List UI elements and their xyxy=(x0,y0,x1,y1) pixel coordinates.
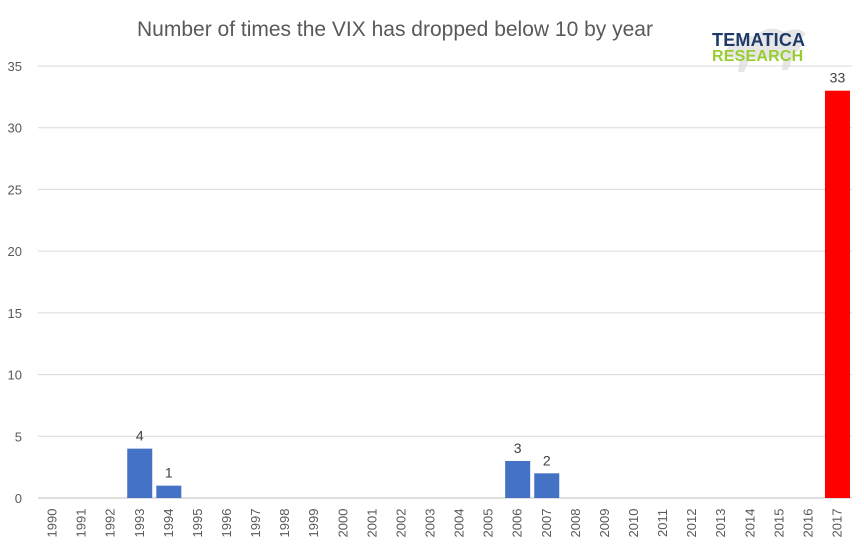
y-tick-label: 35 xyxy=(8,59,22,74)
x-tick-label: 2011 xyxy=(655,509,670,537)
bull-icon xyxy=(724,28,806,72)
y-tick-label: 30 xyxy=(8,121,22,136)
x-tick-label: 2007 xyxy=(539,509,554,538)
x-tick-label: 1990 xyxy=(45,509,60,538)
x-tick-label: 1991 xyxy=(74,509,89,538)
x-tick-label: 1992 xyxy=(103,509,118,538)
y-axis-ticks: 0 5 10 15 20 25 30 35 xyxy=(8,59,22,506)
x-tick-label: 2002 xyxy=(393,509,408,538)
data-label-1994: 1 xyxy=(165,465,173,481)
x-tick-label: 2000 xyxy=(335,509,350,538)
x-tick-label: 2016 xyxy=(800,509,815,538)
x-tick-label: 2014 xyxy=(742,509,757,538)
logo-text-research: RESEARCH xyxy=(712,48,804,65)
x-tick-label: 1996 xyxy=(219,509,234,538)
x-tick-label: 2013 xyxy=(713,509,728,538)
y-tick-label: 10 xyxy=(8,368,22,383)
tematica-logo: TEMATICA RESEARCH xyxy=(700,14,820,76)
x-tick-label: 2017 xyxy=(829,509,844,538)
x-tick-label: 2009 xyxy=(597,509,612,538)
chart-title: Number of times the VIX has dropped belo… xyxy=(137,18,653,41)
x-axis-ticks: 1990 1991 1992 1993 1994 1995 1996 1997 1998 1999… xyxy=(45,509,845,538)
x-tick-label: 1995 xyxy=(190,509,205,538)
x-tick-label: 2004 xyxy=(452,509,467,538)
x-tick-label: 1998 xyxy=(277,509,292,538)
y-tick-label: 20 xyxy=(8,244,22,259)
x-tick-label: 1999 xyxy=(306,509,321,538)
y-tick-label: 15 xyxy=(8,306,22,321)
bar-1994 xyxy=(156,485,182,498)
x-tick-label: 1997 xyxy=(248,509,263,538)
x-tick-label: 2006 xyxy=(510,509,525,538)
bar-2006 xyxy=(505,460,531,498)
y-tick-label: 5 xyxy=(15,429,22,444)
bar-2017 xyxy=(824,90,850,498)
x-tick-label: 2005 xyxy=(481,509,496,538)
x-tick-label: 2001 xyxy=(364,509,379,538)
data-label-2006: 3 xyxy=(514,440,522,456)
bar-2007 xyxy=(534,473,560,498)
bar-1993 xyxy=(127,448,153,498)
x-tick-label: 2010 xyxy=(626,509,641,538)
x-tick-label: 1993 xyxy=(132,509,147,538)
data-label-2007: 2 xyxy=(543,452,551,468)
data-label-2017: 33 xyxy=(830,70,846,86)
bars xyxy=(127,90,850,498)
gridlines xyxy=(38,65,852,499)
y-tick-label: 25 xyxy=(8,182,22,197)
x-tick-label: 2003 xyxy=(422,509,437,538)
x-tick-label: 2015 xyxy=(771,509,786,538)
x-tick-label: 2008 xyxy=(568,509,583,538)
x-tick-label: 2012 xyxy=(684,509,699,538)
logo-text-tematica: TEMATICA xyxy=(712,30,806,50)
data-labels: 4 1 3 2 33 xyxy=(136,70,846,481)
y-tick-label: 0 xyxy=(15,491,22,506)
x-tick-label: 1994 xyxy=(161,509,176,538)
data-label-1993: 4 xyxy=(136,428,144,444)
